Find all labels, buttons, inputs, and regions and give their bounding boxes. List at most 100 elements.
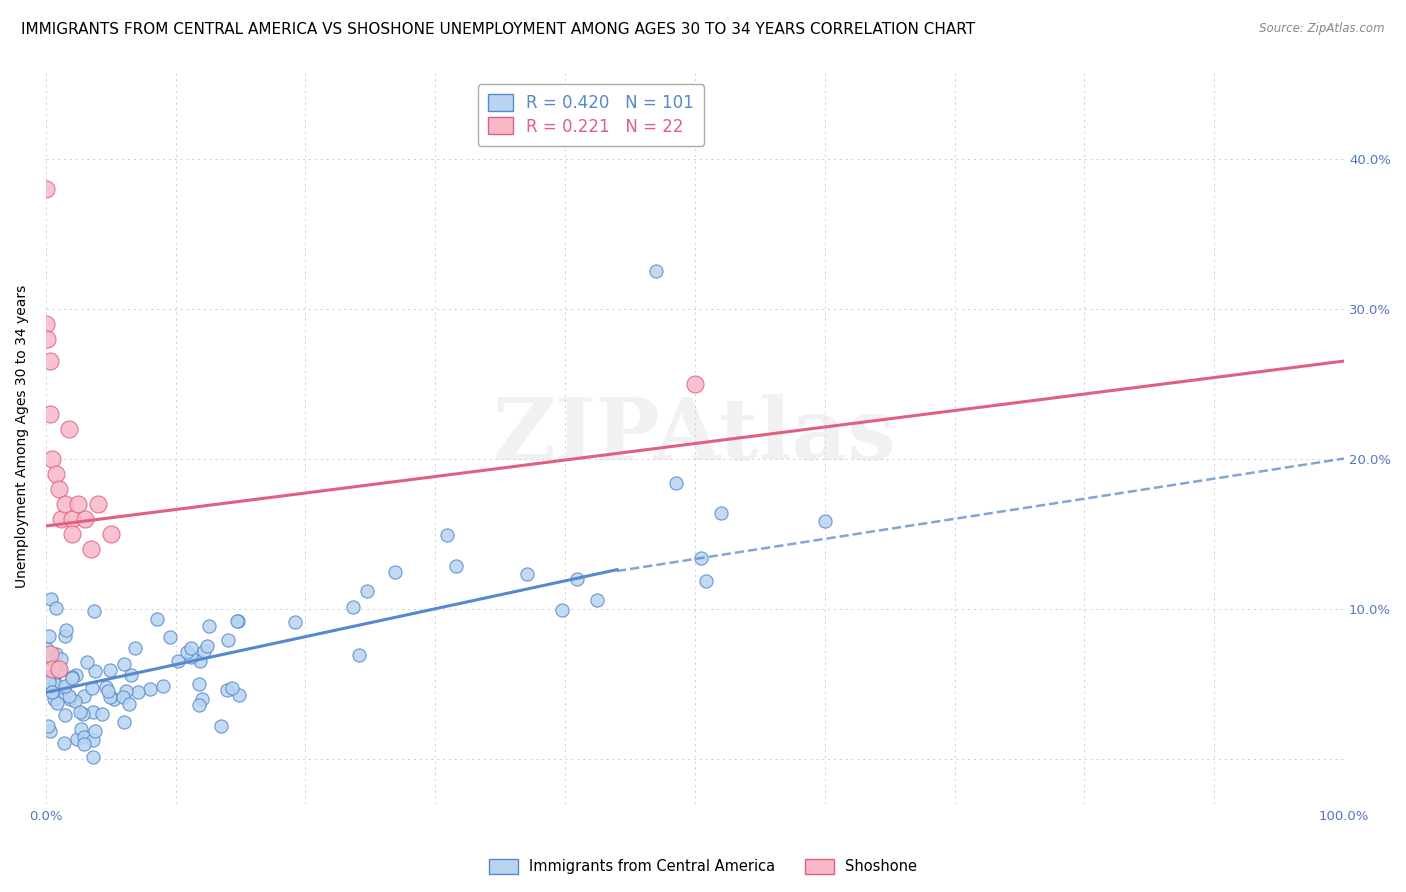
Point: [63, 694, 86, 708]
Text: IMMIGRANTS FROM CENTRAL AMERICA VS SHOSHONE UNEMPLOYMENT AMONG AGES 30 TO 34 YEA: IMMIGRANTS FROM CENTRAL AMERICA VS SHOSH…: [21, 22, 976, 37]
Point: [188, 655, 211, 669]
Text: Source: ZipAtlas.com: Source: ZipAtlas.com: [1260, 22, 1385, 36]
Point: [82, 733, 104, 747]
Point: [39, 592, 62, 607]
Point: [38, 354, 60, 368]
Point: [114, 683, 136, 698]
Point: [82, 681, 104, 696]
Point: [565, 572, 588, 586]
Point: [42, 673, 65, 688]
Point: [97, 684, 120, 698]
Legend: Immigrants from Central America, Shoshone: Immigrants from Central America, Shoshon…: [482, 853, 924, 880]
Point: [65, 667, 87, 681]
Point: [86, 496, 108, 510]
Point: [46, 665, 69, 680]
Point: [121, 667, 143, 681]
Point: [60, 671, 83, 685]
Point: [551, 603, 574, 617]
Point: [444, 559, 467, 574]
Point: [38, 407, 60, 421]
Point: [48, 663, 70, 677]
Text: ZIPAtlas: ZIPAtlas: [494, 394, 897, 478]
Point: [46, 664, 69, 678]
Point: [814, 514, 837, 528]
Point: [38, 629, 60, 643]
Point: [127, 685, 149, 699]
Point: [91, 707, 114, 722]
Point: [516, 566, 538, 581]
Point: [51, 511, 73, 525]
Point: [159, 630, 181, 644]
Point: [187, 677, 209, 691]
Point: [94, 680, 117, 694]
Point: [52, 681, 75, 696]
Point: [665, 476, 688, 491]
Y-axis label: Unemployment Among Ages 30 to 34 years: Unemployment Among Ages 30 to 34 years: [15, 285, 30, 588]
Point: [103, 691, 125, 706]
Point: [710, 506, 733, 520]
Point: [37, 642, 59, 657]
Point: [44, 677, 66, 691]
Point: [221, 681, 243, 696]
Point: [35, 332, 58, 346]
Point: [139, 681, 162, 696]
Point: [342, 600, 364, 615]
Point: [53, 707, 76, 722]
Point: [191, 691, 214, 706]
Point: [53, 496, 76, 510]
Point: [645, 264, 668, 278]
Point: [37, 670, 59, 684]
Point: [112, 690, 135, 704]
Point: [38, 647, 60, 661]
Point: [167, 654, 190, 668]
Point: [45, 680, 67, 694]
Point: [436, 527, 458, 541]
Point: [100, 526, 122, 541]
Point: [58, 421, 80, 435]
Point: [112, 714, 135, 729]
Point: [188, 698, 211, 713]
Point: [48, 661, 70, 675]
Point: [180, 649, 202, 664]
Point: [228, 688, 250, 702]
Point: [46, 696, 69, 710]
Point: [198, 619, 221, 633]
Point: [226, 614, 249, 628]
Point: [55, 623, 77, 637]
Point: [45, 467, 67, 481]
Point: [689, 551, 711, 566]
Point: [41, 661, 63, 675]
Point: [41, 451, 63, 466]
Point: [44, 670, 66, 684]
Point: [695, 574, 717, 588]
Point: [80, 541, 103, 556]
Point: [83, 664, 105, 678]
Point: [180, 640, 202, 655]
Point: [283, 615, 305, 630]
Point: [209, 719, 232, 733]
Point: [53, 679, 76, 693]
Point: [195, 639, 218, 653]
Point: [45, 647, 67, 661]
Point: [347, 648, 370, 662]
Point: [82, 749, 104, 764]
Point: [112, 657, 135, 672]
Point: [83, 604, 105, 618]
Point: [73, 730, 96, 744]
Point: [37, 719, 59, 733]
Point: [76, 655, 98, 669]
Point: [39, 724, 62, 739]
Point: [34, 181, 56, 195]
Point: [152, 679, 174, 693]
Point: [356, 584, 378, 599]
Point: [60, 511, 83, 525]
Point: [34, 317, 56, 331]
Point: [53, 629, 76, 643]
Point: [146, 612, 169, 626]
Point: [44, 691, 66, 706]
Point: [52, 737, 75, 751]
Point: [60, 670, 83, 684]
Point: [60, 526, 83, 541]
Point: [72, 707, 94, 722]
Point: [586, 592, 609, 607]
